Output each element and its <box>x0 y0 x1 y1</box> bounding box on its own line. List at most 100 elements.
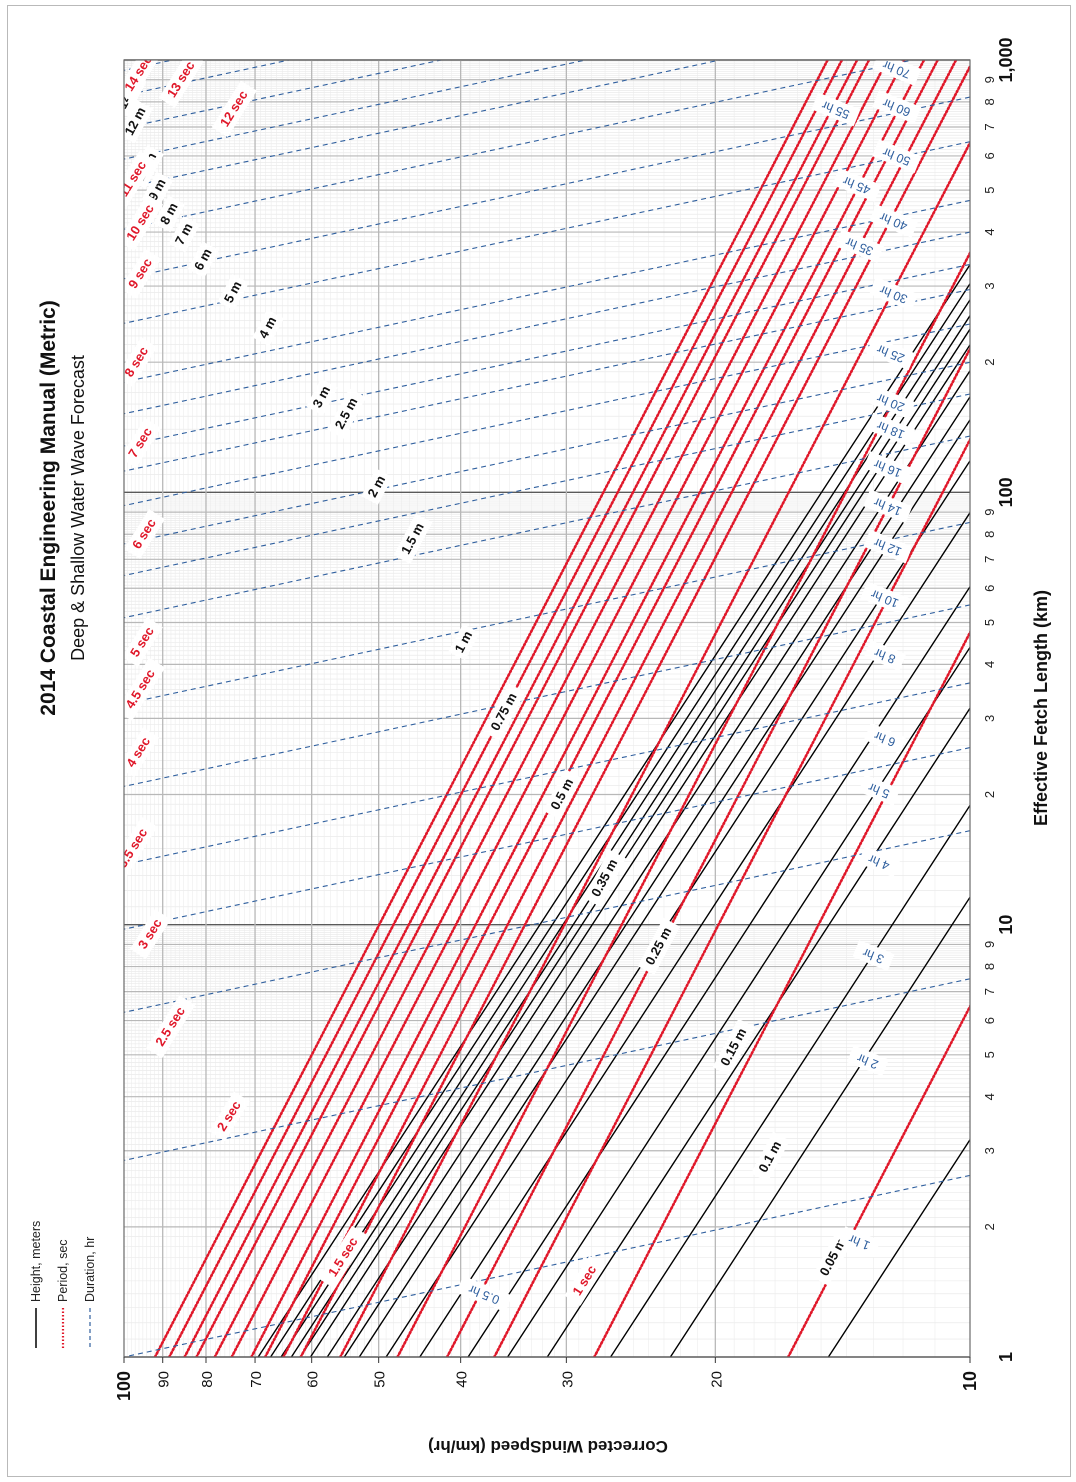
fetch-minor-tick-label: 9 <box>982 76 997 83</box>
duration-label-bg <box>863 451 913 485</box>
period-label-bg <box>124 418 162 468</box>
duration-label: 10 hr <box>860 581 910 616</box>
duration-label: 40 hr <box>869 204 919 238</box>
duration-label: 25 hr <box>866 336 916 371</box>
fetch-major-tick-label: 10 <box>996 915 1016 935</box>
fetch-minor-tick-label: 6 <box>982 152 997 159</box>
height-label: 8 m <box>153 195 186 233</box>
duration-label-bg <box>860 581 910 616</box>
height-label: 4 m <box>252 309 284 347</box>
duration-line <box>124 60 292 96</box>
period-label-bg <box>124 509 165 559</box>
fetch-minor-tick-label: 7 <box>982 123 997 130</box>
height-label-bg <box>448 623 480 661</box>
period-line <box>592 629 970 1357</box>
speed-tick-label: 70 <box>248 1371 265 1388</box>
duration-label-bg <box>852 939 895 972</box>
duration-line <box>124 521 970 705</box>
duration-label-bg <box>456 1275 513 1313</box>
duration-label-bg <box>872 90 922 124</box>
duration-label-bg <box>869 204 919 238</box>
duration-line <box>124 96 970 280</box>
period-line <box>338 139 970 1357</box>
duration-label-bg <box>869 277 919 311</box>
duration-label-bg <box>866 385 916 420</box>
period-label-bg <box>146 995 196 1059</box>
duration-line <box>124 60 589 160</box>
height-label: 2 m <box>361 468 393 505</box>
period-line <box>299 63 970 1357</box>
period-label-bg <box>124 816 158 880</box>
duration-label-bg <box>858 846 901 878</box>
duration-line <box>124 747 970 930</box>
duration-label-bg <box>866 412 916 447</box>
speed-tick-label: 100 <box>114 1371 134 1401</box>
legend-height-label: Height, meters <box>29 1221 43 1302</box>
height-label-bg <box>252 309 284 347</box>
height-label-bg <box>124 99 154 144</box>
fetch-minor-tick-label: 4 <box>982 661 997 668</box>
fetch-minor-tick-label: 8 <box>982 963 997 970</box>
period-line <box>230 60 906 1357</box>
duration-line <box>124 1174 970 1357</box>
height-line <box>358 418 970 1357</box>
duration-label-bg <box>863 639 906 672</box>
height-label-bg <box>153 195 186 233</box>
duration-label: 2 hr <box>846 1045 889 1077</box>
period-label: 3 sec <box>129 909 171 960</box>
height-label-bg <box>543 769 582 820</box>
duration-label-bg <box>811 92 861 127</box>
height-label-bg <box>327 388 367 439</box>
period-label-bg <box>158 60 204 108</box>
fetch-minor-tick-label: 3 <box>982 282 997 289</box>
duration-line <box>124 682 970 866</box>
duration-label-bg <box>863 489 913 524</box>
duration-label: 18 hr <box>866 412 916 447</box>
period-line <box>282 60 958 1357</box>
duration-label: 60 hr <box>872 90 922 124</box>
period-line <box>492 436 970 1357</box>
fetch-major-tick-label: 1,000 <box>996 37 1016 82</box>
height-label-bg <box>306 378 338 416</box>
height-line <box>326 369 970 1357</box>
duration-line <box>124 978 970 1161</box>
period-line <box>396 250 970 1357</box>
height-line <box>610 804 970 1357</box>
period-line <box>263 60 940 1357</box>
period-line <box>153 60 829 1357</box>
fetch-minor-tick-label: 3 <box>982 1147 997 1154</box>
duration-label: 5 hr <box>858 774 901 806</box>
period-label-bg <box>211 80 257 138</box>
duration-label: 50 hr <box>872 139 922 174</box>
duration-label-bg <box>866 336 916 371</box>
duration-label-bg <box>846 1045 889 1077</box>
duration-label: 6 hr <box>863 722 906 755</box>
duration-label: 8 hr <box>863 639 906 672</box>
height-label-bg <box>393 513 433 565</box>
speed-tick-label: 80 <box>199 1371 216 1388</box>
chart-title: 2014 Coastal Engineering Manual (Metric) <box>37 300 60 715</box>
height-line <box>343 395 970 1357</box>
period-line <box>445 345 970 1357</box>
duration-label: 1 hr <box>838 1226 881 1258</box>
duration-label: 70 hr <box>872 60 922 86</box>
duration-line <box>124 231 970 415</box>
period-line <box>195 60 871 1357</box>
fetch-minor-tick-label: 2 <box>982 791 997 798</box>
duration-line <box>124 288 970 472</box>
fetch-major-tick-label: 100 <box>996 477 1016 507</box>
fetch-minor-tick-label: 3 <box>982 715 997 722</box>
fetch-minor-tick-label: 9 <box>982 508 997 515</box>
duration-label: 4 hr <box>858 846 901 878</box>
legend-duration-label: Duration, hr <box>83 1237 97 1302</box>
duration-line <box>124 361 970 545</box>
duration-line <box>124 199 970 383</box>
period-label-bg <box>124 657 166 721</box>
plot-lines <box>124 60 970 1357</box>
duration-label-bg <box>838 1226 881 1258</box>
period-line <box>250 60 926 1357</box>
height-label: 1 m <box>448 623 480 661</box>
duration-label-bg <box>835 229 885 263</box>
height-label-bg <box>583 849 626 907</box>
axes: 2 3 4 5 6 7 8 9 2 3 4 5 6 7 8 9 2 3 4 5 6 7 8 9 1 10 100 1,000 10 20 3… <box>114 37 1016 1401</box>
